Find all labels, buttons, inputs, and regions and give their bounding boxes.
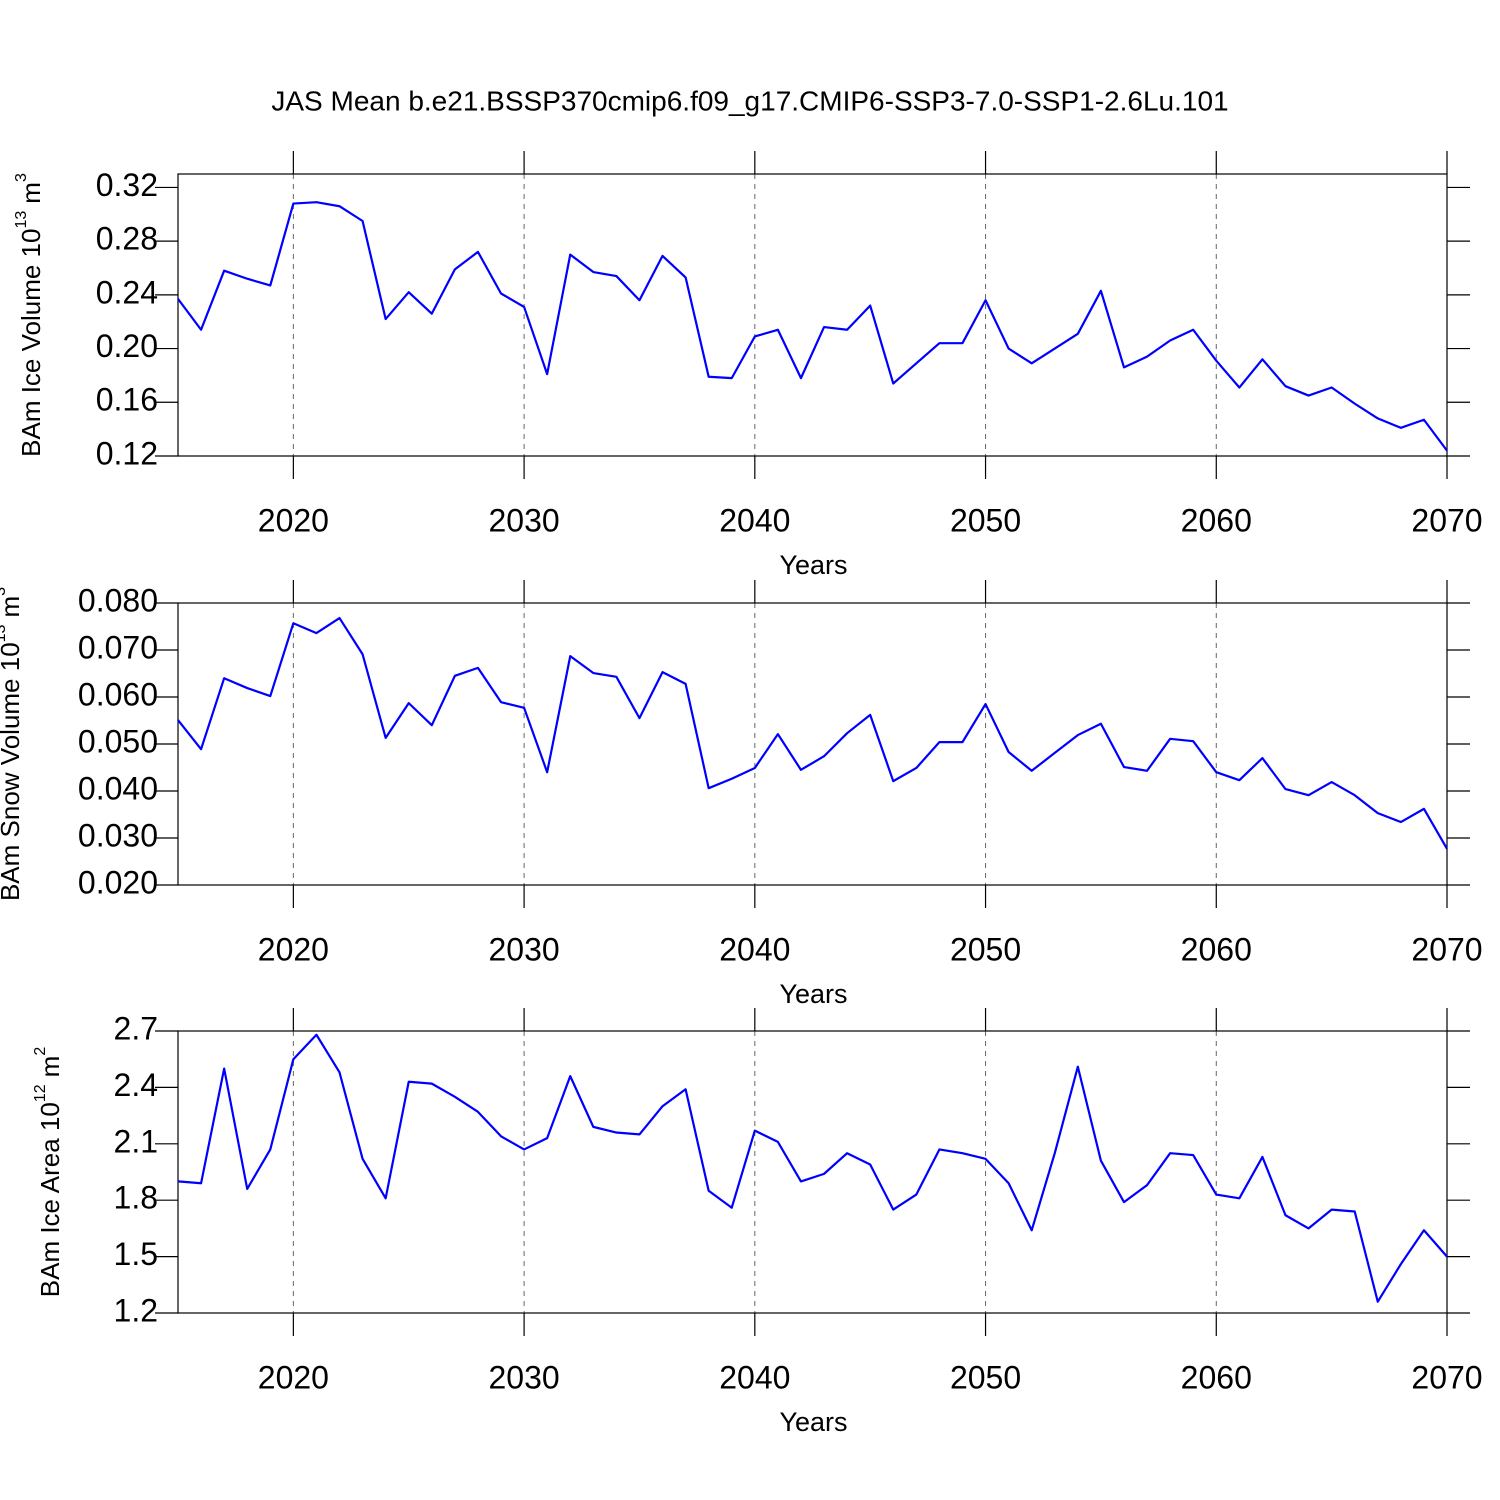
y-tick-label: 2.4 [114, 1067, 158, 1103]
x-tick-label: 2060 [1181, 931, 1252, 967]
y-label-unit: m [35, 1056, 65, 1078]
y-tick-label: 0.080 [78, 582, 158, 618]
y-label-exponent: 13 [0, 624, 9, 642]
y-tick-label: 2.1 [114, 1123, 158, 1159]
y-tick-label: 0.050 [78, 723, 158, 759]
x-tick-label: 2050 [950, 502, 1021, 538]
x-tick-label: 2060 [1181, 502, 1252, 538]
x-tick-label: 2020 [258, 931, 329, 967]
y-label-text: BAm Ice Area 10 [35, 1102, 65, 1297]
y-tick-label: 0.28 [96, 221, 158, 257]
y-tick-label: 2.7 [114, 1010, 158, 1046]
y-tick-label: 0.040 [78, 770, 158, 806]
x-tick-label: 2070 [1411, 1359, 1482, 1395]
x-axis-label: Years [779, 550, 847, 580]
y-axis-label: BAm Ice Volume 1013 m3 [13, 173, 46, 457]
y-label-exponent: 13 [13, 211, 30, 229]
plot-frame [177, 1030, 1448, 1314]
x-tick-label: 2050 [950, 931, 1021, 967]
x-tick-label: 2040 [719, 931, 790, 967]
y-tick-label: 0.030 [78, 817, 158, 853]
y-tick-label: 0.060 [78, 676, 158, 712]
data-line [177, 201, 1448, 452]
data-line [177, 616, 1448, 850]
x-axis-label: Years [779, 979, 847, 1009]
y-tick-label: 1.8 [114, 1180, 158, 1216]
x-tick-label: 2030 [488, 931, 559, 967]
x-tick-label: 2020 [258, 1359, 329, 1395]
plot-frame [177, 173, 1448, 457]
y-label-unit-exponent: 3 [0, 587, 9, 596]
y-tick-label: 0.16 [96, 382, 158, 418]
y-label-text: BAm Snow Volume 10 [0, 642, 25, 901]
y-label-unit-exponent: 2 [32, 1047, 49, 1056]
y-axis-label: BAm Ice Area 1012 m2 [32, 1047, 65, 1298]
x-tick-label: 2070 [1411, 502, 1482, 538]
y-tick-label: 0.12 [96, 435, 158, 471]
data-line [177, 1033, 1448, 1303]
y-tick-label: 0.32 [96, 167, 158, 203]
y-axis-label: BAm Snow Volume 1013 m3 [0, 587, 25, 901]
x-tick-label: 2070 [1411, 931, 1482, 967]
y-tick-label: 0.20 [96, 328, 158, 364]
y-label-unit-exponent: 3 [13, 173, 30, 182]
y-tick-label: 1.2 [114, 1292, 158, 1328]
y-label-unit: m [0, 596, 25, 618]
y-label-unit: m [16, 182, 46, 204]
y-tick-label: 0.24 [96, 274, 158, 310]
y-tick-label: 0.070 [78, 629, 158, 665]
x-tick-label: 2030 [488, 1359, 559, 1395]
figure-title: JAS Mean b.e21.BSSP370cmip6.f09_g17.CMIP… [271, 85, 1228, 116]
y-label-text: BAm Ice Volume 10 [16, 229, 46, 457]
x-tick-label: 2030 [488, 502, 559, 538]
x-axis-label: Years [779, 1407, 847, 1437]
plot-frame [177, 602, 1448, 886]
x-tick-label: 2060 [1181, 1359, 1252, 1395]
x-tick-label: 2050 [950, 1359, 1021, 1395]
x-tick-label: 2040 [719, 1359, 790, 1395]
y-tick-label: 1.5 [114, 1236, 158, 1272]
y-label-exponent: 12 [32, 1084, 49, 1102]
y-tick-label: 0.020 [78, 864, 158, 900]
x-tick-label: 2020 [258, 502, 329, 538]
x-tick-label: 2040 [719, 502, 790, 538]
